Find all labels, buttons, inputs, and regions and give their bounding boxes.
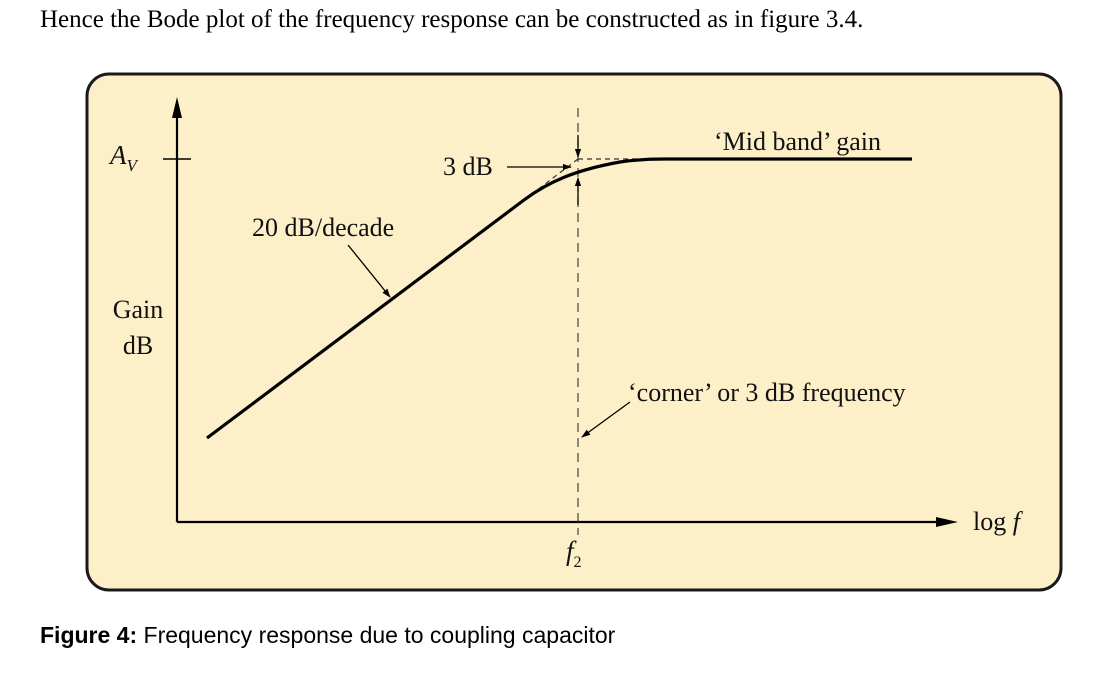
x-axis-label: log f <box>973 507 1024 536</box>
figure-caption: Figure 4: Frequency response due to coup… <box>40 622 615 649</box>
mid-band-label: ‘Mid band’ gain <box>714 127 881 156</box>
corner-frequency-label: f2 <box>566 536 582 571</box>
three-db-label: 3 dB <box>443 152 493 181</box>
frequency-response-curve <box>206 157 912 440</box>
y-axis-unit-label: dB <box>123 331 153 360</box>
intro-text: Hence the Bode plot of the frequency res… <box>40 6 864 33</box>
y-axis-symbol: AV <box>108 140 140 175</box>
x-axis-arrow <box>936 517 958 527</box>
slope-pointer <box>347 244 391 298</box>
corner-pointer <box>581 401 631 438</box>
slope-label: 20 dB/decade <box>252 213 394 242</box>
y-axis-gain-label: Gain <box>113 295 164 324</box>
figure-caption-label: Figure 4: <box>40 622 138 648</box>
figure-caption-text: Frequency response due to coupling capac… <box>143 622 616 648</box>
corner-label: ‘corner’ or 3 dB frequency <box>628 378 906 407</box>
figure-panel <box>85 72 1063 592</box>
y-axis-arrow <box>172 97 182 118</box>
